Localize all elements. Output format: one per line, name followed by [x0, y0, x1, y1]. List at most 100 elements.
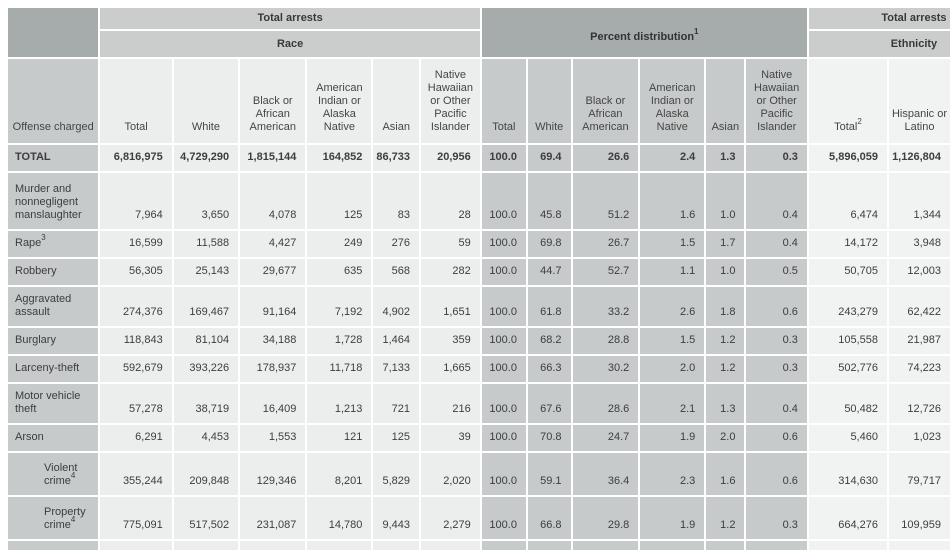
race-value: 20,956 [421, 145, 480, 171]
race-value: 1,815,144 [240, 145, 306, 171]
percent-value: 61.8 [527, 287, 571, 326]
race-value: 249 [307, 231, 372, 257]
ethnicity-value: 105,558 [808, 328, 887, 354]
percent-value: 0.6 [746, 453, 807, 495]
race-column-header-2: White [173, 59, 239, 143]
percent-value: 1.1 [640, 259, 705, 285]
ethnicity-value: 79,717 [888, 453, 950, 495]
race-column-header-1: Total [100, 59, 172, 143]
group-label: Total arrests [257, 12, 323, 24]
table-row: Larceny-theft 592,679 393,226 178,937 11,718… [8, 356, 950, 382]
percent-value: 0.3 [746, 497, 807, 539]
table-body: TOTAL 6,816,975 4,729,290 1,815,144 164,852 8… [8, 145, 950, 550]
ethnicity-value: 5,896,059 [808, 145, 887, 171]
ethnicity-value: 502,776 [808, 356, 887, 382]
percent-value: 1.2 [706, 356, 745, 382]
race-value: 38,719 [173, 384, 239, 423]
band-row-top: Total arrests Percent distribution1 Tota… [8, 8, 950, 57]
race-value: 9,443 [373, 497, 420, 539]
percent-value: 100.0 [481, 259, 526, 285]
race-value: 276 [373, 231, 420, 257]
percent-value: 70.8 [527, 425, 571, 451]
ethnicity-value: 664,276 [808, 497, 887, 539]
race-value: 274,376 [100, 287, 172, 326]
offense-label: Robbery [8, 259, 99, 285]
ethnicity-value: 50,705 [808, 259, 887, 285]
race-value [421, 541, 480, 550]
race-value: 393,226 [173, 356, 239, 382]
percent-value: 100.0 [481, 453, 526, 495]
percent-value: 1.2 [706, 328, 745, 354]
ethnicity-value: 74,223 [888, 356, 950, 382]
race-value: 29,677 [240, 259, 306, 285]
race-value: 2,020 [421, 453, 480, 495]
percent-value: 30.2 [572, 356, 639, 382]
race-value: 7,133 [373, 356, 420, 382]
ethnicity-value: 5,460 [808, 425, 887, 451]
ethnicity-value [888, 541, 950, 550]
race-value: 5,829 [373, 453, 420, 495]
race-value: 7,192 [307, 287, 372, 326]
table-row: Burglary 118,843 81,104 34,188 1,728 1,464 359… [8, 328, 950, 354]
percent-value: 0.3 [746, 356, 807, 382]
table-header: Total arrests Percent distribution1 Tota… [8, 8, 950, 143]
percent-value: 69.8 [527, 231, 571, 257]
race-value: 635 [307, 259, 372, 285]
race-value: 28 [421, 173, 480, 229]
percent-value: 1.9 [640, 425, 705, 451]
percent-value [706, 541, 745, 550]
race-value: 209,848 [173, 453, 239, 495]
percent-column-header-2: White [527, 59, 571, 143]
table-row: Property crime4 775,091 517,502 231,087 14,7… [8, 497, 950, 539]
offense-label [8, 541, 99, 550]
percent-value: 2.4 [640, 145, 705, 171]
offense-label: Motor vehicle theft [8, 384, 99, 423]
percent-value: 1.5 [640, 231, 705, 257]
percent-value [572, 541, 639, 550]
table-row: Arson 6,291 4,453 1,553 121 125 39 100.0 70.8 24.… [8, 425, 950, 451]
race-value: 282 [421, 259, 480, 285]
ethnicity-value: 12,726 [888, 384, 950, 423]
percent-value: 0.3 [746, 328, 807, 354]
percent-column-header-1: Total [481, 59, 526, 143]
race-value: 91,164 [240, 287, 306, 326]
group-label: Percent distribution [590, 30, 695, 43]
race-value: 4,078 [240, 173, 306, 229]
percent-value: 0.6 [746, 287, 807, 326]
column-label: Offense charged [12, 121, 94, 133]
percent-value: 2.0 [706, 425, 745, 451]
ethnicity-column-header-1: Total2 [808, 59, 887, 143]
percent-value: 68.2 [527, 328, 571, 354]
race-value: 178,937 [240, 356, 306, 382]
percent-value [640, 541, 705, 550]
table-row: Murder and nonnegligent manslaughter 7,96… [8, 173, 950, 229]
percent-value: 100.0 [481, 145, 526, 171]
race-value: 359 [421, 328, 480, 354]
table-row: Violent crime4 355,244 209,848 129,346 8,201… [8, 453, 950, 495]
table-row: Rape3 16,599 11,588 4,427 249 276 59 100.0 69.8 2… [8, 231, 950, 257]
percent-value: 51.2 [572, 173, 639, 229]
ethnicity-column-header-2: Hispanic or Latino [888, 59, 950, 143]
percent-value: 66.8 [527, 497, 571, 539]
race-value: 83 [373, 173, 420, 229]
race-value: 81,104 [173, 328, 239, 354]
group-ethnicity: Ethnicity [808, 31, 950, 57]
corner-cell [8, 8, 99, 57]
race-value: 4,729,290 [173, 145, 239, 171]
ethnicity-value: 62,422 [888, 287, 950, 326]
percent-value: 2.1 [640, 384, 705, 423]
ethnicity-value [808, 541, 887, 550]
ethnicity-value: 6,474 [808, 173, 887, 229]
percent-value: 28.6 [572, 384, 639, 423]
race-value: 1,213 [307, 384, 372, 423]
ethnicity-value: 1,126,804 [888, 145, 950, 171]
table-row: Motor vehicle theft 57,278 38,719 16,409 1,2… [8, 384, 950, 423]
race-value: 1,553 [240, 425, 306, 451]
ethnicity-value: 14,172 [808, 231, 887, 257]
race-value: 11,588 [173, 231, 239, 257]
percent-value: 45.8 [527, 173, 571, 229]
percent-value: 2.6 [640, 287, 705, 326]
race-value: 129,346 [240, 453, 306, 495]
percent-value: 100.0 [481, 356, 526, 382]
race-value: 164,852 [307, 145, 372, 171]
